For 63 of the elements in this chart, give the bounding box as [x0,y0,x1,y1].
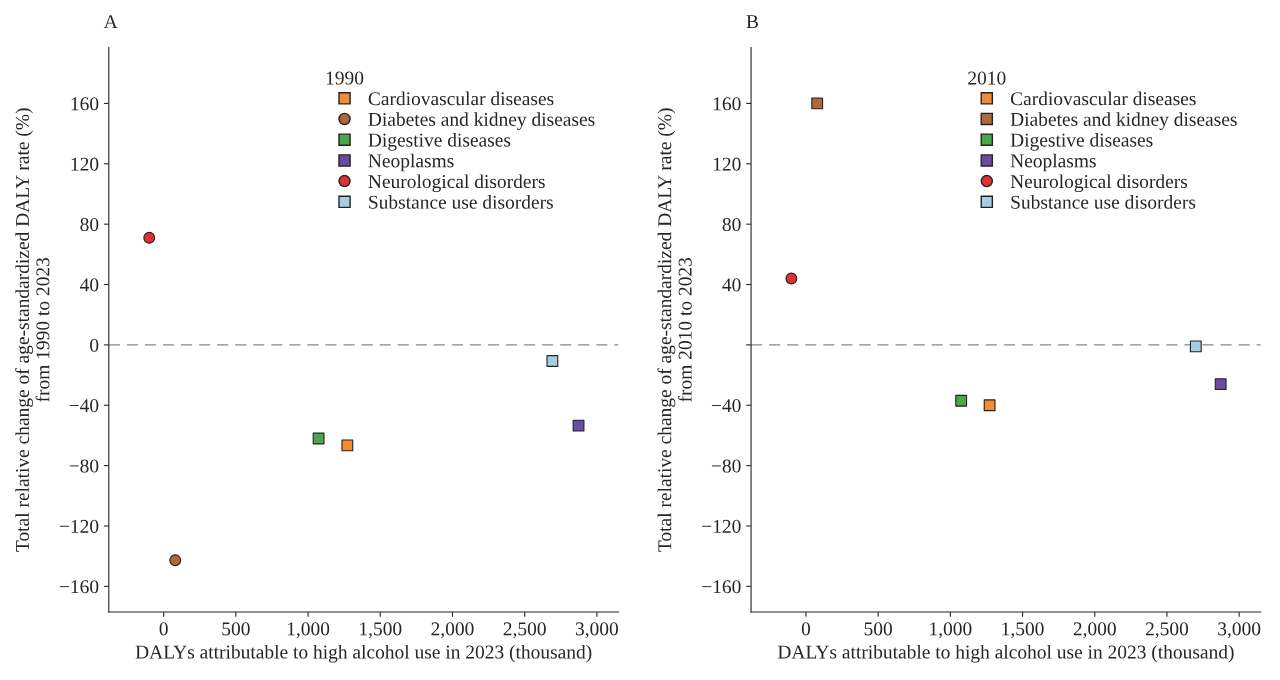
point [312,432,325,445]
legend-label: Diabetes and kidney diseases [1010,112,1237,130]
legend-label: Neurological disorders [368,174,545,193]
legend-label: Digestive diseases [1010,132,1153,151]
y-tick-label: −120 [59,519,99,533]
y-axis-title: Total relative change of age-standardized DALY rate (%) from 2010 to 2023 [657,108,692,552]
x-tick-label: 500 [222,622,250,636]
y-tick-label: −80 [711,459,741,473]
x-tick-label: 2,000 [1073,622,1116,639]
x-tick-label: 0 [801,622,811,636]
y-tick-label: −40 [711,399,741,413]
y-tick-label: −160 [702,580,741,594]
legend-label: Neoplasms [368,153,454,172]
x-tick-label: 2,000 [431,622,474,639]
x-tick-label: 3,000 [575,622,619,639]
legend-label: Substance use disorders [369,195,553,209]
point [341,439,354,452]
legend-title: 2010 [968,71,1006,85]
y-tick-label: 160 [713,97,741,111]
x-tick-label: 3,000 [1218,622,1261,639]
legend-label: Digestive diseases [368,132,511,151]
y-tick-label: 80 [722,217,741,232]
x-axis-title: DALYs attributable to high alcohol use in 2023 (thousand) [135,644,592,663]
legend-label: Cardiovascular diseases [368,91,554,106]
point [983,399,996,412]
y-tick-label: 120 [713,157,741,171]
x-tick-label: 500 [864,622,892,636]
y-tick-label: 160 [71,97,99,111]
x-axis-title: DALYs attributable to high alcohol use in 2023 (thousand) [777,644,1234,663]
point [1189,340,1202,353]
point [785,272,798,285]
y-tick-label: −40 [69,399,99,413]
y-tick-label: −160 [59,580,99,594]
x-tick-label: 2,500 [1145,622,1189,639]
legend-label: Cardiovascular diseases [1010,91,1196,106]
y-axis-title: Total relative change of age-standardized DALY rate (%) from 1990 to 2023 [15,108,50,552]
legend-label: Diabetes and kidney diseases [368,112,595,130]
point [811,97,824,110]
y-tick-label: 40 [722,278,741,292]
point [1214,378,1227,391]
y-tick-label: −120 [702,519,741,533]
point [143,231,156,244]
y-tick-label: −80 [69,459,99,473]
point [955,394,968,407]
legend-label: Substance use disorders [1011,195,1196,209]
legend-label: Neoplasms [1010,153,1096,172]
x-tick-label: 1,500 [360,622,402,639]
point [169,554,182,567]
x-tick-label: 1,000 [930,622,972,639]
chart-title: B [746,15,758,29]
x-tick-label: 1,500 [1002,622,1044,639]
point [546,355,559,367]
y-tick-label: 120 [71,157,99,171]
legend-title: 1990 [326,71,364,85]
chart-title: A [103,15,118,28]
y-tick-label: 80 [80,217,99,232]
y-tick-label: 0 [90,338,99,352]
x-tick-label: 0 [159,622,168,636]
x-tick-label: 2,500 [503,622,546,639]
legend-label: Neurological disorders [1010,174,1188,193]
y-tick-label: 40 [80,278,99,292]
point [572,419,585,432]
x-tick-label: 1,000 [287,622,330,639]
